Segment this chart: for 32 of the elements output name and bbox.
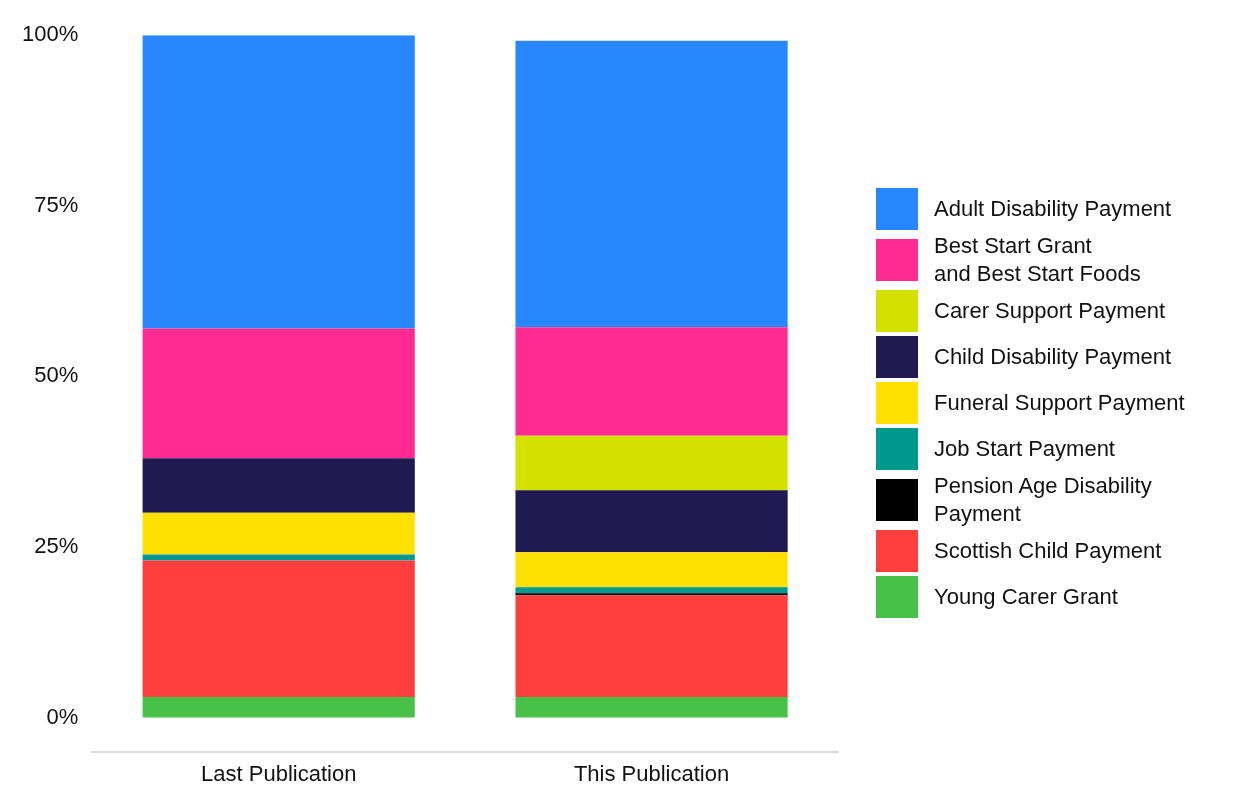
y-tick-label: 75% <box>34 191 79 217</box>
bar <box>142 512 415 555</box>
bar <box>142 697 415 718</box>
bar <box>515 593 788 596</box>
bar <box>142 328 415 459</box>
bar <box>515 552 788 588</box>
legend-label: Best Start Grant and Best Start Foods <box>934 232 1141 288</box>
legend-label: Child Disability Payment <box>934 343 1172 371</box>
bar <box>515 697 788 718</box>
bar <box>515 327 788 436</box>
bar <box>515 490 788 553</box>
legend-label: Job Start Payment <box>934 435 1115 463</box>
bar <box>515 40 788 328</box>
x-tick-label: This Publication <box>573 760 730 786</box>
legend-label: Funeral Support Payment <box>934 389 1185 417</box>
bar <box>515 587 788 594</box>
bar <box>142 458 415 513</box>
x-tick-label: Last Publication <box>201 760 357 786</box>
y-tick-label: 25% <box>34 532 79 558</box>
legend-label: Pension Age Disability Payment <box>934 472 1152 528</box>
bar <box>515 435 788 491</box>
bar <box>142 554 415 561</box>
y-tick-label: 50% <box>34 362 79 388</box>
bar <box>142 560 415 698</box>
legend-label: Adult Disability Payment <box>934 195 1172 223</box>
legend-label: Scottish Child Payment <box>934 537 1162 565</box>
y-tick-label: 100% <box>21 21 79 47</box>
legend-label: Young Carer Grant <box>934 583 1118 611</box>
y-tick-label: 0% <box>46 703 79 729</box>
bar <box>515 595 788 698</box>
bar <box>142 35 415 329</box>
legend-label: Carer Support Payment <box>934 297 1166 325</box>
